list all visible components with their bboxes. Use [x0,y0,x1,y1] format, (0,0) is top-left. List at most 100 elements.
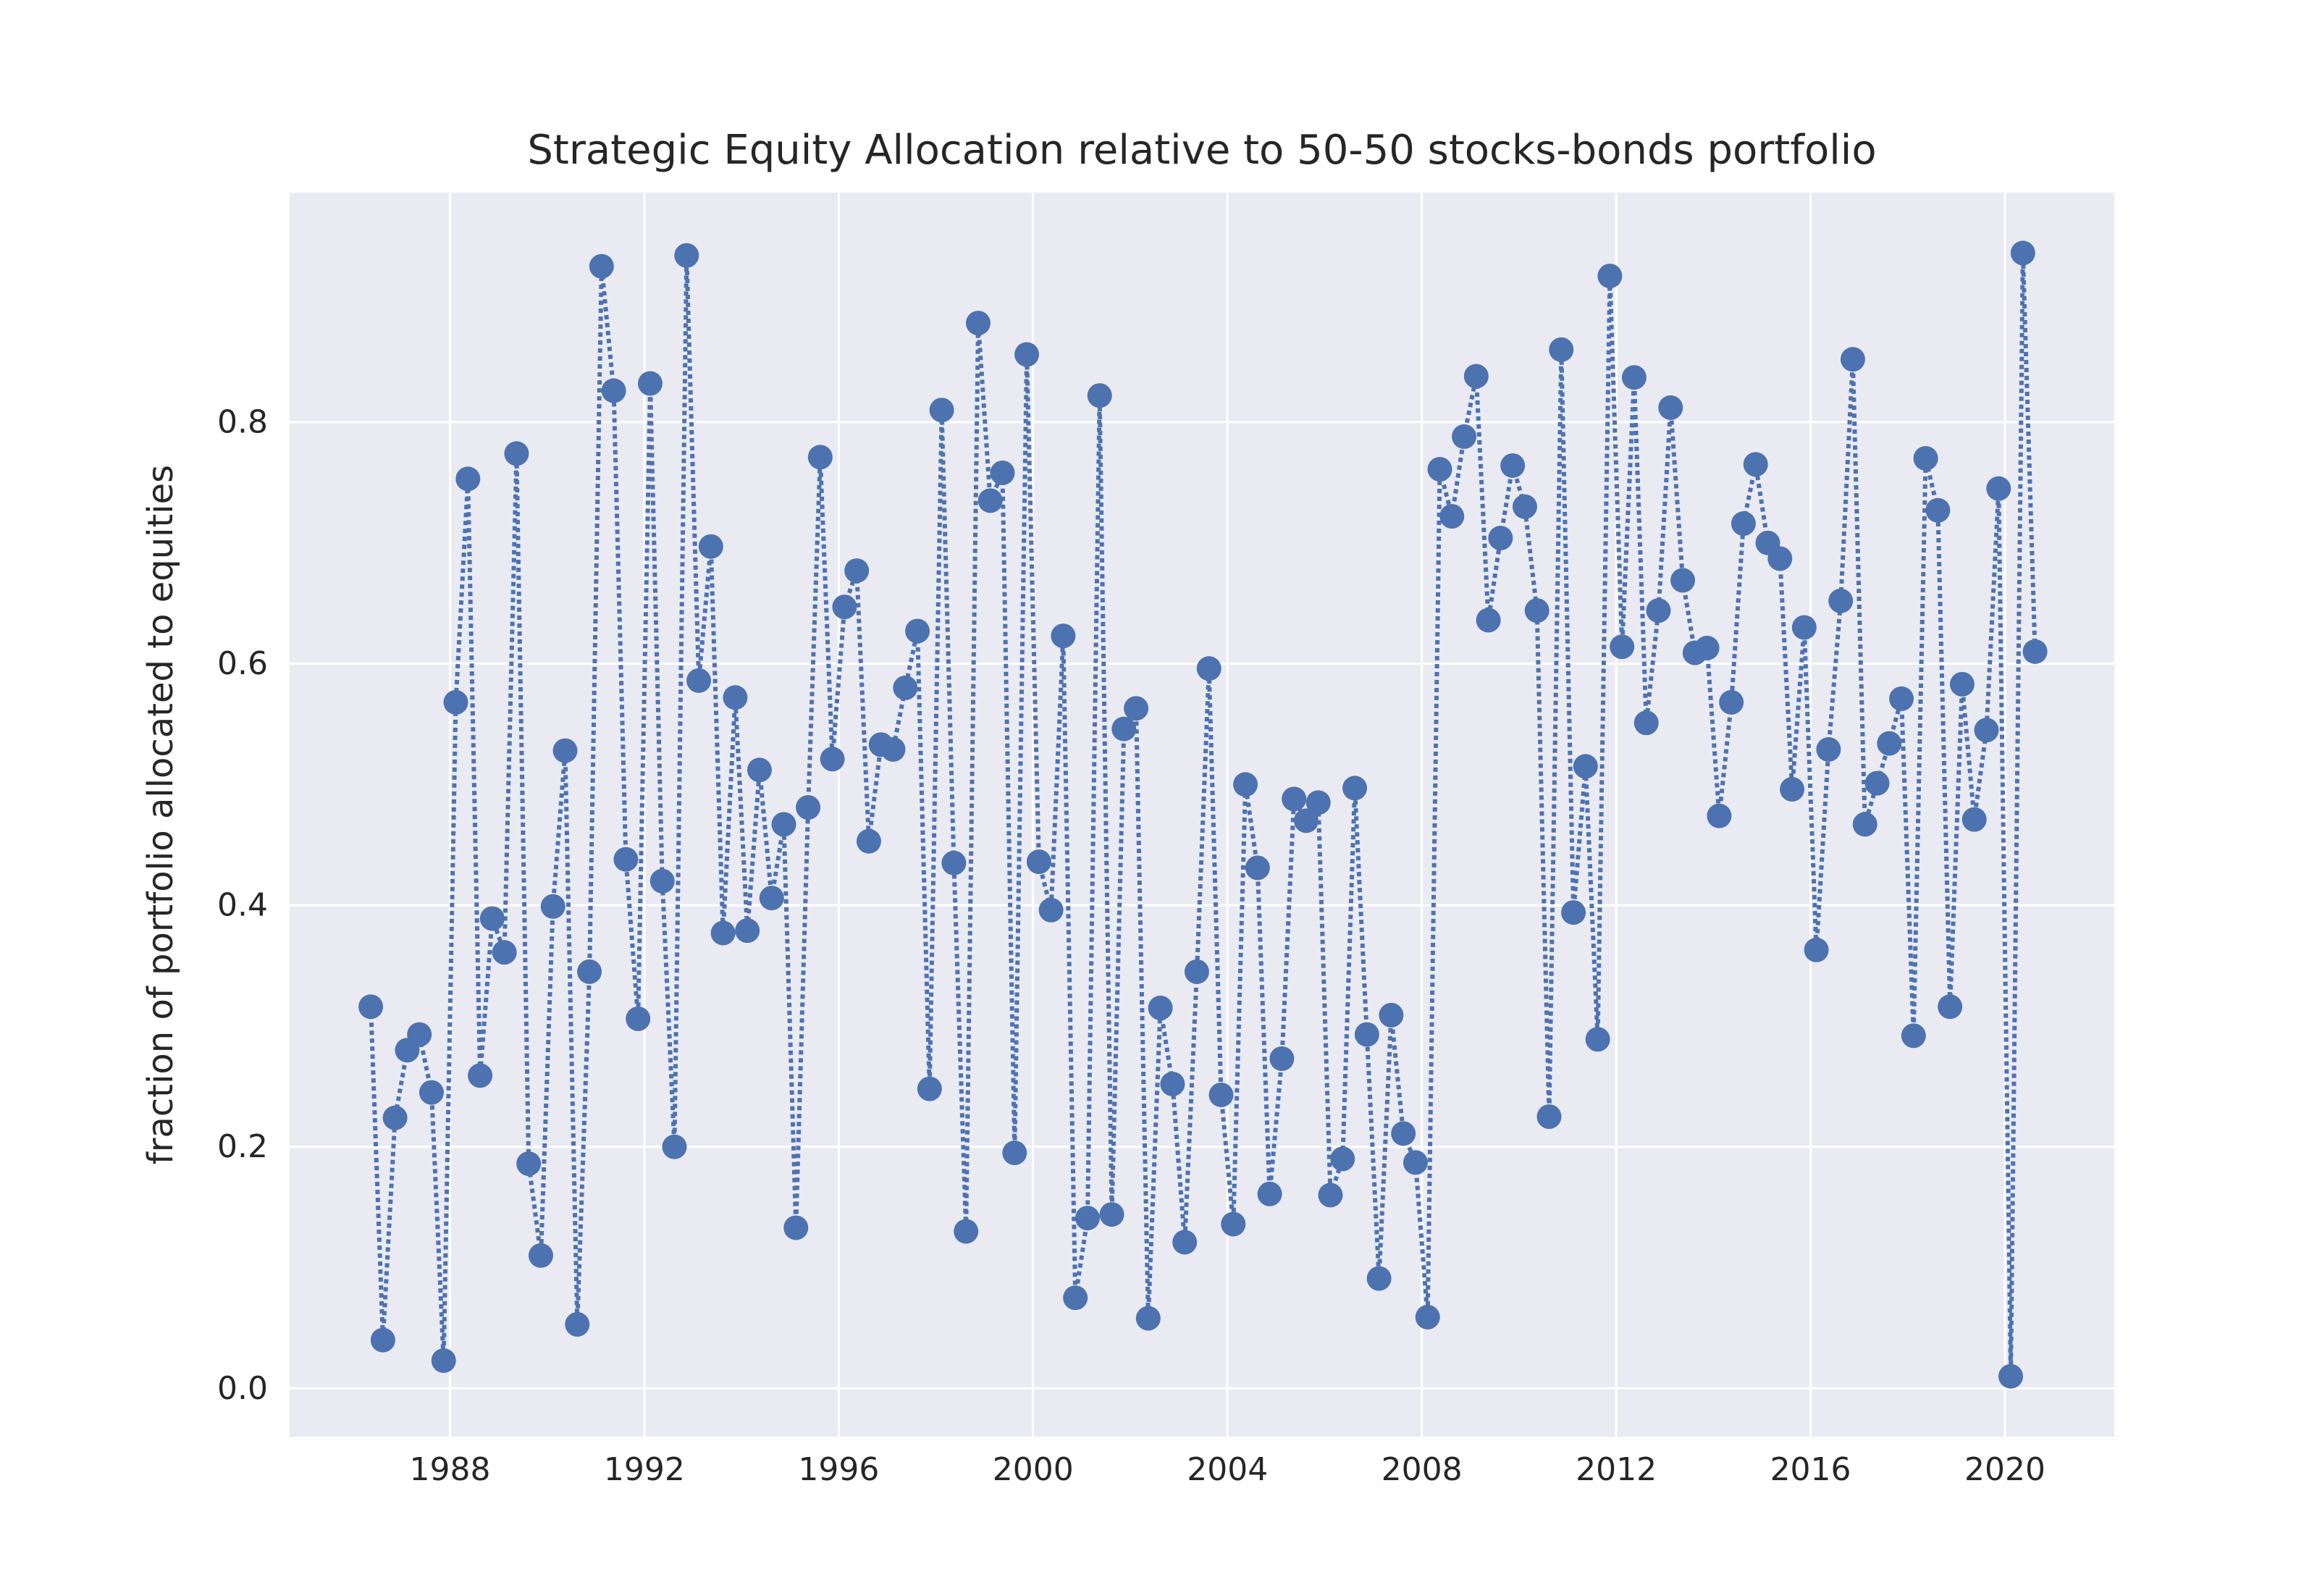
data-point [1354,1022,1379,1047]
data-point [1342,776,1368,801]
data-point [1172,1230,1198,1255]
data-point [710,920,736,946]
data-point [504,441,529,466]
data-point [1075,1206,1100,1231]
data-point [1743,452,1768,477]
x-tick-label: 1996 [798,1451,879,1488]
data-point [2022,639,2048,664]
data-point [1282,786,1307,812]
data-point [1427,456,1452,482]
data-point [1840,347,1865,372]
data-point [1439,504,1465,529]
data-point [1463,364,1489,389]
x-tick-label: 2016 [1770,1451,1851,1488]
data-point [1305,790,1331,815]
data-point [1330,1146,1355,1172]
data-point [1245,855,1270,881]
data-point [1986,476,2011,501]
data-point [1111,716,1137,742]
data-point [370,1327,395,1353]
data-point [1379,1002,1404,1028]
data-point [880,736,906,762]
data-point [1913,445,1938,471]
data-point [1901,1023,1926,1049]
data-point [965,311,991,336]
data-point [1208,1082,1234,1107]
data-point [1610,634,1635,660]
data-point [977,488,1003,513]
data-point [516,1151,542,1177]
x-tick-label: 1992 [604,1451,685,1488]
data-point [807,445,833,470]
data-point [1488,526,1513,551]
data-point [1597,264,1623,289]
data-point [1791,615,1817,640]
data-point [1124,696,1149,721]
data-point [1804,937,1829,962]
y-axis-label: fraction of portfolio allocated to equit… [140,465,181,1164]
data-point [832,595,857,620]
data-point [1549,337,1574,362]
data-point [382,1105,408,1130]
data-point [796,794,821,820]
data-point [1828,588,1854,613]
data-point [1452,424,1477,449]
data-point [1160,1071,1185,1096]
x-tick-label: 2008 [1382,1451,1463,1488]
data-point [443,689,468,715]
data-point [723,685,748,710]
data-point [1233,772,1258,797]
data-point [1646,598,1671,623]
data-point [844,558,870,584]
data-point [1561,900,1586,925]
y-tick-label: 0.4 [217,887,268,924]
data-point [1184,959,1209,984]
data-point [577,959,602,984]
data-point [1998,1364,2024,1389]
x-tick-label: 2012 [1576,1451,1657,1488]
data-point [1257,1181,1282,1206]
y-tick-label: 0.6 [217,645,268,682]
data-point [1707,803,1732,828]
data-point [1974,718,1999,743]
data-point [479,906,505,931]
data-point [1318,1183,1343,1208]
data-point [1536,1104,1562,1129]
data-point [649,868,675,894]
data-point [1051,623,1076,649]
data-point [990,460,1015,485]
data-point [1512,494,1537,519]
data-point [771,812,796,837]
data-point [783,1215,809,1240]
data-point [1038,897,1064,923]
data-point [917,1076,942,1101]
chart-title: Strategic Equity Allocation relative to … [527,127,1876,174]
data-point [1573,754,1598,779]
data-point [1670,568,1696,593]
data-point [358,994,384,1020]
data-point [905,618,930,644]
data-point [1099,1202,1124,1227]
data-point [1403,1150,1428,1175]
data-point [1864,770,1890,796]
data-point [929,398,954,423]
data-point [1148,995,1173,1020]
data-point [1524,598,1549,623]
data-point [1026,849,1051,875]
data-point [698,534,723,559]
y-tick-label: 0.2 [217,1128,268,1165]
data-point [941,850,967,875]
data-point [1852,812,1877,837]
data-point [419,1080,444,1105]
data-point [1500,453,1526,478]
data-point [1002,1141,1027,1166]
data-point [1391,1121,1416,1146]
data-point [1415,1304,1440,1330]
data-point [601,378,626,403]
data-point [674,243,699,268]
data-point [1767,546,1793,571]
data-point [637,371,663,396]
data-point [1293,808,1319,833]
data-point [589,253,614,279]
